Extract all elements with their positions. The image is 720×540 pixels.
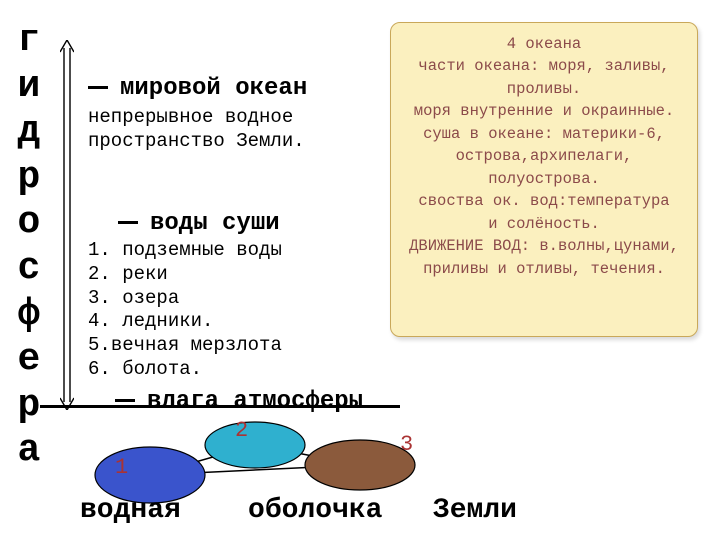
section-land: воды суши 1. подземные воды 2. реки 3. о… (88, 210, 282, 382)
bottom-caption: водная оболочка Земли (80, 495, 517, 526)
info-box: 4 океана части океана: моря, заливы, про… (390, 22, 698, 337)
land-title: воды суши (150, 210, 280, 237)
dash-icon (115, 399, 135, 402)
atm-title: влага атмосферы (147, 388, 363, 415)
land-list: 1. подземные воды 2. реки 3. озера 4. ле… (88, 239, 282, 382)
range-arrow-icon (60, 40, 74, 410)
dash-icon (118, 221, 138, 224)
ocean-title: мировой океан (120, 75, 307, 102)
ocean-sub-1: непрерывное водное (88, 106, 307, 130)
section-atm: влага атмосферы (115, 388, 363, 415)
node-label-1: 1 (115, 455, 128, 480)
ocean-sub-2: пространство Земли. (88, 130, 307, 154)
node-label-2: 2 (235, 418, 248, 443)
section-ocean: мировой океан непрерывное водное простра… (88, 75, 307, 154)
dash-icon (88, 86, 108, 89)
node-label-3: 3 (400, 432, 413, 457)
